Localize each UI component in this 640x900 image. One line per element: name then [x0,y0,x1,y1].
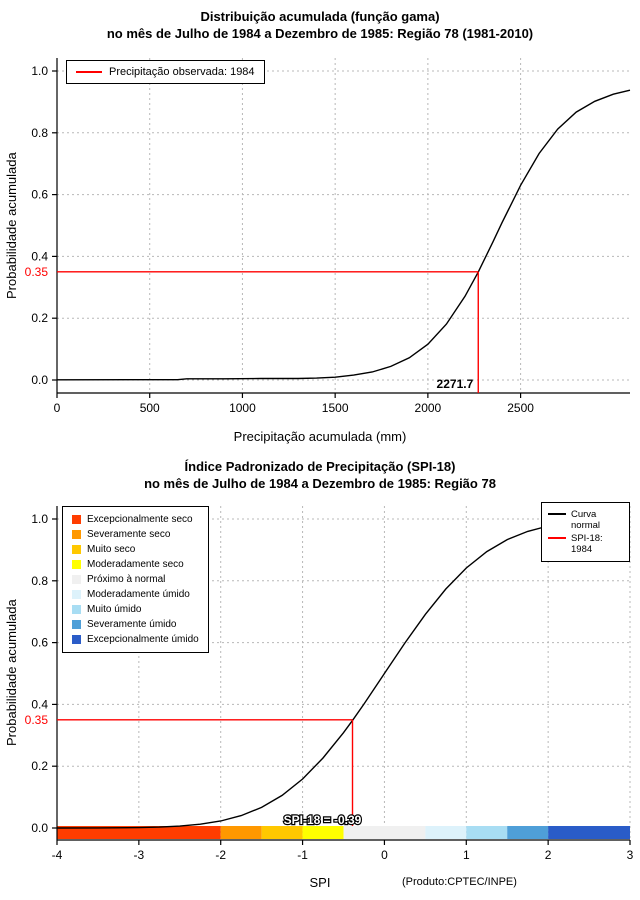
x-tick-label: 1 [463,848,470,862]
spi-class-label: Excepcionalmente seco [87,514,193,525]
spi-class-label: Muito úmido [87,604,142,615]
y-tick-label: 0.4 [31,697,48,711]
spi-class-swatch [72,530,81,539]
x-tick-label: -4 [52,848,63,862]
y-tick-label: 0.6 [31,636,48,650]
spi-class-legend-item: Excepcionalmente seco [72,512,199,527]
spi-class-swatch [72,545,81,554]
spi-colorbar-segment [261,826,303,839]
x-tick-label: 2 [545,848,552,862]
spi-class-legend-item: Moderadamente úmido [72,587,199,602]
spi-class-legend-box: Excepcionalmente seco Severamente seco Mui… [62,506,209,653]
legend-item: Curva normal [548,509,623,531]
black-line-sample [548,513,566,515]
y-tick-label: 1.0 [31,64,48,78]
spi-value-label: SPI-18 = -0.39 [284,813,362,827]
spi-class-label: Severamente úmido [87,619,177,630]
x-tick-label: -2 [215,848,226,862]
spi-class-swatch [72,515,81,524]
y-tick-label: 0.0 [31,373,48,387]
x-tick-label: 500 [140,401,160,415]
spi-class-label: Moderadamente úmido [87,589,190,600]
x-tick-label: -1 [297,848,308,862]
cdf-curve [56,518,631,829]
y-tick-label: 0.8 [31,574,48,588]
chart-title: Índice Padronizado de Precipitação (SPI-… [184,459,456,474]
spi-colorbar-segment [507,826,549,839]
legend-box: Precipitação observada: 1984 [66,60,265,84]
gamma-distribution-chart: Distribuição acumulada (função gama) no … [4,9,631,444]
chart-title: Distribuição acumulada (função gama) [200,9,440,24]
x-axis-label: Precipitação acumulada (mm) [233,429,407,444]
spi-class-swatch [72,635,81,644]
x-tick-label: 1500 [322,401,349,415]
legend-label: Precipitação observada: 1984 [109,66,255,78]
legend-label: Curva normal [571,509,601,531]
x-tick-label: 2500 [507,401,534,415]
x-tick-label: 0 [54,401,61,415]
spi-chart: Índice Padronizado de Precipitação (SPI-… [0,450,640,900]
spi-colorbar-segment [57,826,221,839]
spi-class-legend-item: Próximo à normal [72,572,199,587]
y-tick-label: 1.0 [31,512,48,526]
spi-class-label: Excepcionalmente úmido [87,634,199,645]
spi-colorbar-segment [548,826,630,839]
legend-item: Precipitação observada: 1984 [76,66,255,78]
spi-colorbar-segment [220,826,262,839]
cdf-curve [56,89,631,381]
y-tick-label: 0.2 [31,311,48,325]
curve-legend-box: Curva normal SPI-18: 1984 [541,502,630,562]
spi-class-swatch [72,560,81,569]
spi-class-legend-item: Severamente seco [72,527,199,542]
spi-colorbar-segment [425,826,467,839]
x-tick-label: 3 [627,848,634,862]
x-tick-label: 0 [381,848,388,862]
y-axis-label: Probabilidade acumulada [4,599,19,747]
annotation-x-value-label: 2271.7 [437,377,474,391]
spi-class-legend-item: Muito úmido [72,602,199,617]
spi-class-legend-item: Moderadamente seco [72,557,199,572]
spi-cdf-plot: -4 -3 -2 -1 0 1 2 3 0.0 0.2 0.4 0.6 0.8 1.0 0.35 SPI-18… [25,506,634,862]
spi-class-legend-item: Muito seco [72,542,199,557]
spi-class-swatch [72,575,81,584]
gamma-cdf-plot: 0 500 1000 1500 2000 2500 0.0 0.2 0.4 0.6 0.8 1.0 0.… [25,58,631,415]
annotation-probability-label: 0.35 [25,713,49,727]
y-tick-label: 0.8 [31,126,48,140]
spi-colorbar-segment [302,826,344,839]
spi-class-swatch [72,620,81,629]
chart-subtitle: no mês de Julho de 1984 a Dezembro de 19… [106,26,534,41]
legend-item: SPI-18: 1984 [548,533,623,555]
spi-class-label: Muito seco [87,544,136,555]
chart-subtitle: no mês de Julho de 1984 a Dezembro de 19… [144,476,496,491]
x-tick-label: 2000 [415,401,442,415]
y-tick-label: 0.0 [31,821,48,835]
spi-class-label: Moderadamente seco [87,559,184,570]
spi-class-label: Severamente seco [87,529,171,540]
spi-class-swatch [72,605,81,614]
spi-class-legend-item: Severamente úmido [72,617,199,632]
spi-class-legend-item: Excepcionalmente úmido [72,632,199,647]
spi-colorbar-segment [343,826,426,839]
x-tick-label: -3 [134,848,145,862]
legend-label: SPI-18: 1984 [571,533,603,555]
x-tick-label: 1000 [229,401,256,415]
spi-colorbar-segment [466,826,508,839]
red-line-sample [76,71,102,73]
y-tick-label: 0.2 [31,759,48,773]
product-credit: (Produto:CPTEC/INPE) [402,876,517,888]
y-tick-label: 0.4 [31,249,48,263]
y-tick-label: 0.6 [31,188,48,202]
x-axis-label: SPI [309,875,331,890]
spi-class-label: Próximo à normal [87,574,166,585]
annotation-probability-label: 0.35 [25,265,49,279]
y-axis-label: Probabilidade acumulada [4,152,19,299]
spi-class-swatch [72,590,81,599]
red-line-sample [548,537,566,539]
